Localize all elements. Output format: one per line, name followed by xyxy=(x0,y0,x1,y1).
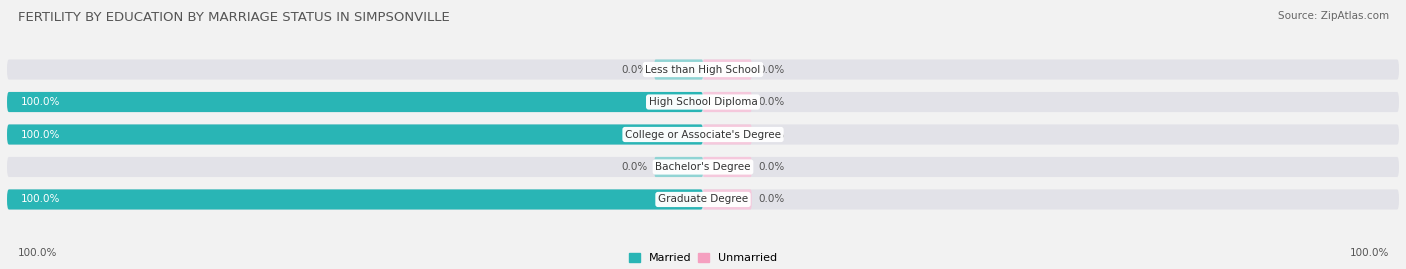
Text: FERTILITY BY EDUCATION BY MARRIAGE STATUS IN SIMPSONVILLE: FERTILITY BY EDUCATION BY MARRIAGE STATU… xyxy=(18,11,450,24)
Legend: Married, Unmarried: Married, Unmarried xyxy=(628,253,778,263)
Text: 0.0%: 0.0% xyxy=(759,129,785,140)
FancyBboxPatch shape xyxy=(7,189,703,210)
Text: 0.0%: 0.0% xyxy=(759,97,785,107)
FancyBboxPatch shape xyxy=(7,59,1399,80)
Text: Bachelor's Degree: Bachelor's Degree xyxy=(655,162,751,172)
Text: 100.0%: 100.0% xyxy=(18,248,58,258)
FancyBboxPatch shape xyxy=(7,157,1399,177)
FancyBboxPatch shape xyxy=(7,92,1399,112)
Text: 100.0%: 100.0% xyxy=(21,97,60,107)
FancyBboxPatch shape xyxy=(703,157,752,177)
Text: 0.0%: 0.0% xyxy=(621,65,647,75)
Text: 100.0%: 100.0% xyxy=(21,194,60,204)
FancyBboxPatch shape xyxy=(654,157,703,177)
Text: 100.0%: 100.0% xyxy=(1350,248,1389,258)
Text: 0.0%: 0.0% xyxy=(759,194,785,204)
FancyBboxPatch shape xyxy=(7,189,1399,210)
Text: High School Diploma: High School Diploma xyxy=(648,97,758,107)
Text: 0.0%: 0.0% xyxy=(621,162,647,172)
FancyBboxPatch shape xyxy=(7,92,703,112)
FancyBboxPatch shape xyxy=(703,59,752,80)
Text: Graduate Degree: Graduate Degree xyxy=(658,194,748,204)
FancyBboxPatch shape xyxy=(703,189,752,210)
Text: Less than High School: Less than High School xyxy=(645,65,761,75)
FancyBboxPatch shape xyxy=(7,125,703,144)
FancyBboxPatch shape xyxy=(703,125,752,144)
FancyBboxPatch shape xyxy=(7,125,1399,144)
Text: College or Associate's Degree: College or Associate's Degree xyxy=(626,129,780,140)
FancyBboxPatch shape xyxy=(654,59,703,80)
Text: 0.0%: 0.0% xyxy=(759,162,785,172)
FancyBboxPatch shape xyxy=(703,92,752,112)
Text: 100.0%: 100.0% xyxy=(21,129,60,140)
Text: Source: ZipAtlas.com: Source: ZipAtlas.com xyxy=(1278,11,1389,21)
Text: 0.0%: 0.0% xyxy=(759,65,785,75)
